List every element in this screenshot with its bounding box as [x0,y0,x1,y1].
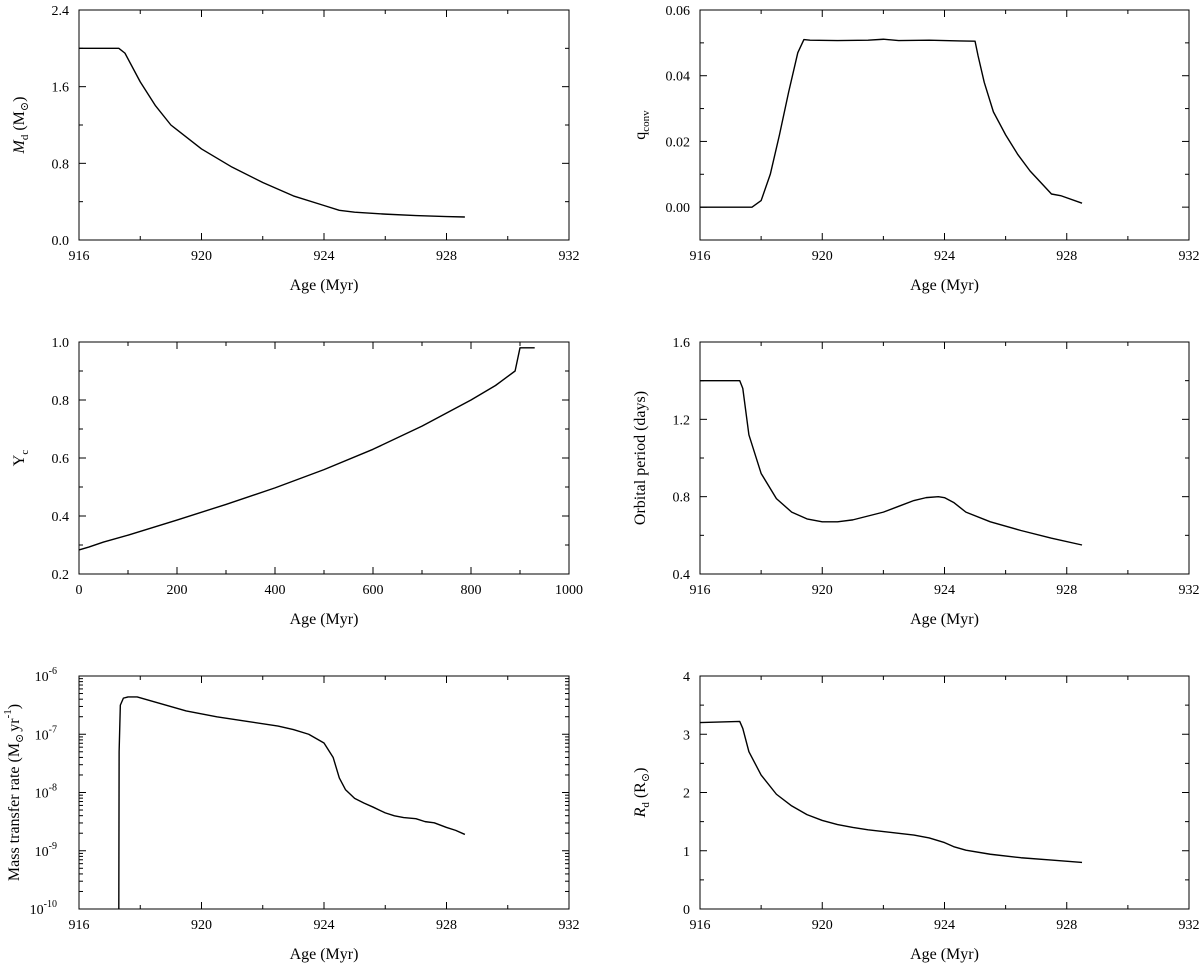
y-axis-label: Yc [11,450,31,467]
x-axis-label: Age (Myr) [910,946,979,963]
x-tick-label: 920 [191,918,212,933]
chart-yc: 0 200 400 600 800 1000 0.2 0.4 0.6 0.8 1.0 Age (Myr… [11,336,583,628]
x-tick-label: 932 [1179,249,1200,264]
series-line-Rd [699,720,1083,864]
y-tick-label: 10-6 [35,666,57,685]
y-tick-label: 1 [683,845,690,860]
x-tick-label: 928 [436,918,457,933]
x-tick-label: 200 [167,583,188,598]
y-tick-label: 1.2 [673,413,691,428]
plot-frame [78,341,570,575]
y-tick-label: 1.6 [673,336,691,351]
x-tick-label: 920 [812,249,833,264]
y-tick-label: 0.02 [666,135,691,150]
x-tick-label: 600 [363,583,384,598]
x-tick-label: 916 [69,249,90,264]
y-axis-label: Rd(R⊙) [632,768,652,819]
y-tick-label: 0 [683,903,690,918]
series-line-Mdot [118,696,466,910]
series-line-Yc [78,347,535,551]
y-tick-label: 1.6 [52,81,70,96]
x-tick-label: 920 [812,918,833,933]
x-axis-label: Age (Myr) [910,611,979,628]
y-tick-label: 0.2 [52,568,70,583]
y-tick-label: 0.8 [52,157,70,172]
x-tick-label: 932 [1179,583,1200,598]
chart-porb: 916 920 924 928 932 0.4 0.8 1.2 1.6 Age (Myr) Orbi… [632,336,1200,628]
y-tick-label: 0.4 [52,510,70,525]
y-tick-label: 10-7 [35,724,57,743]
x-tick-label: 924 [934,583,955,598]
x-tick-label: 928 [1056,583,1077,598]
y-tick-label: 0.4 [673,568,691,583]
y-tick-label: 10-9 [35,841,57,860]
x-tick-label: 932 [1179,918,1200,933]
y-axis-label: qconv [632,110,652,140]
x-tick-label: 916 [69,918,90,933]
x-axis-label: Age (Myr) [290,946,359,963]
series-line-qconv [700,38,1083,208]
plot-frame [699,675,1190,910]
y-axis-label: Md(M⊙) [11,97,31,155]
y-tick-label: 0.6 [52,452,70,467]
x-tick-label: 1000 [555,583,583,598]
plot-frame [78,675,570,910]
x-tick-label: 920 [191,249,212,264]
series-line-Porb [700,379,1083,546]
y-tick-label: 1.0 [52,336,70,351]
chart-rd: 916 920 924 928 932 0 1 2 3 4 Age (Myr) Rd(R⊙) [632,670,1200,963]
x-tick-label: 932 [559,918,580,933]
x-tick-label: 916 [690,249,711,264]
y-tick-label: 0.04 [666,70,691,85]
x-axis-label: Age (Myr) [290,611,359,628]
chart-qconv: 916 920 924 928 932 0.00 0.02 0.04 0.06 Age (Myr)… [632,4,1200,294]
x-tick-label: 928 [1056,918,1077,933]
y-tick-label: 0.0 [52,234,70,249]
x-tick-label: 916 [690,918,711,933]
x-tick-label: 800 [461,583,482,598]
x-tick-label: 924 [934,918,955,933]
y-tick-label: 2.4 [52,4,70,19]
x-tick-label: 924 [314,249,335,264]
plot-frame [699,9,1190,241]
x-tick-label: 916 [690,583,711,598]
x-tick-label: 0 [76,583,83,598]
y-tick-label: 10-10 [30,899,57,918]
x-tick-label: 932 [559,249,580,264]
x-axis-label: Age (Myr) [290,277,359,294]
y-tick-label: 4 [683,670,690,685]
y-axis-label: Orbital period (days) [632,391,649,525]
x-axis-label: Age (Myr) [910,277,979,294]
x-tick-label: 924 [314,918,335,933]
chart-md: 916 920 924 928 932 0.0 0.8 1.6 2.4 Age (Myr) Md(M… [11,4,580,294]
x-tick-label: 400 [265,583,286,598]
x-tick-label: 924 [934,249,955,264]
y-axis-label: Mass transfer rate (M⊙yr-1) [2,704,26,881]
plot-frame [699,341,1190,575]
x-tick-label: 928 [1056,249,1077,264]
x-tick-label: 920 [812,583,833,598]
y-tick-label: 0.00 [666,201,691,216]
series-line-Md [79,47,465,218]
y-tick-label: 0.06 [666,4,691,19]
x-tick-label: 928 [436,249,457,264]
y-tick-label: 2 [683,787,690,802]
y-tick-label: 0.8 [673,491,691,506]
chart-mdot: 916 920 924 928 932 10-10 10-9 10-8 10-7 10-6 Age … [2,666,580,963]
y-tick-label: 3 [683,728,690,743]
y-tick-label: 0.8 [52,394,70,409]
y-tick-label: 10-8 [35,783,57,802]
